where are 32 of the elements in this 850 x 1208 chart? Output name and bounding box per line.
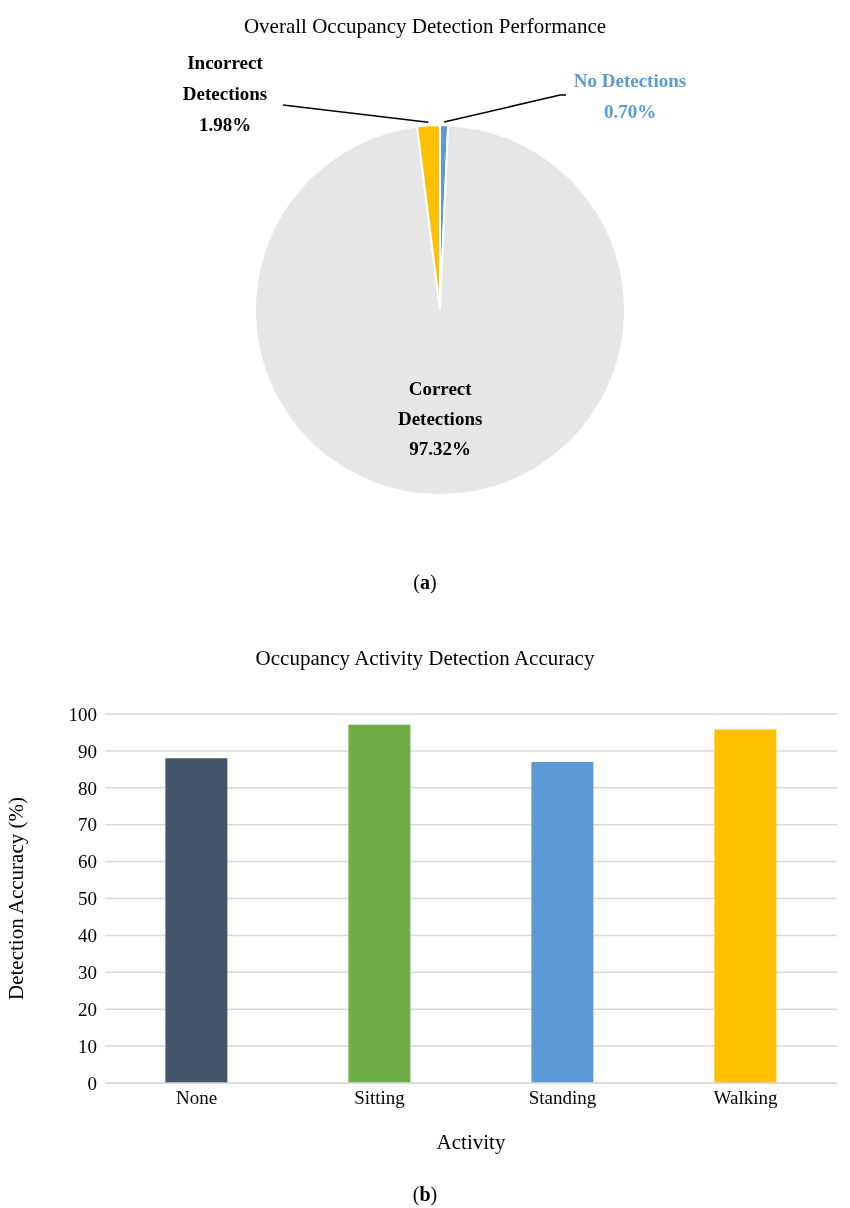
bar — [714, 729, 777, 1083]
x-axis-title: Activity — [436, 1130, 506, 1154]
data-label: 1.98% — [198, 114, 252, 135]
text: (a) — [412, 571, 438, 594]
y-tick-label: 10 — [78, 1035, 97, 1057]
y-tick-label: 50 — [78, 888, 97, 910]
y-tick-label: 100 — [68, 703, 97, 725]
pie-slice — [254, 124, 626, 496]
y-tick-label: 20 — [78, 998, 97, 1020]
slice-label: Incorrect Detections — [182, 52, 268, 104]
chart-title: Occupancy Activity Detection Accuracy — [254, 645, 596, 671]
bar — [165, 758, 228, 1083]
slice-label: Correct Detections — [397, 377, 483, 429]
slice-label: No Detections — [573, 70, 687, 91]
y-tick-label: 70 — [78, 814, 97, 836]
bar — [531, 761, 594, 1083]
y-tick-label: 60 — [78, 851, 97, 873]
y-tick-label: 30 — [78, 962, 97, 984]
x-tick-label: None — [175, 1087, 218, 1109]
y-tick-label: 40 — [78, 925, 97, 947]
y-tick-label: 0 — [87, 1072, 97, 1094]
x-tick-label: Standing — [528, 1087, 597, 1109]
y-tick-label: 80 — [78, 777, 97, 799]
data-label: 97.32% — [409, 437, 472, 459]
chart-title: Overall Occupancy Detection Performance — [242, 13, 608, 39]
y-axis-title: Detection Accuracy (%) — [4, 797, 29, 1000]
y-tick-label: 90 — [78, 740, 97, 762]
x-tick-label: Walking — [713, 1087, 778, 1109]
x-tick-label: Sitting — [354, 1087, 406, 1109]
text: (b) — [411, 1183, 439, 1206]
bar — [348, 724, 411, 1083]
data-label: 0.70% — [603, 101, 657, 122]
